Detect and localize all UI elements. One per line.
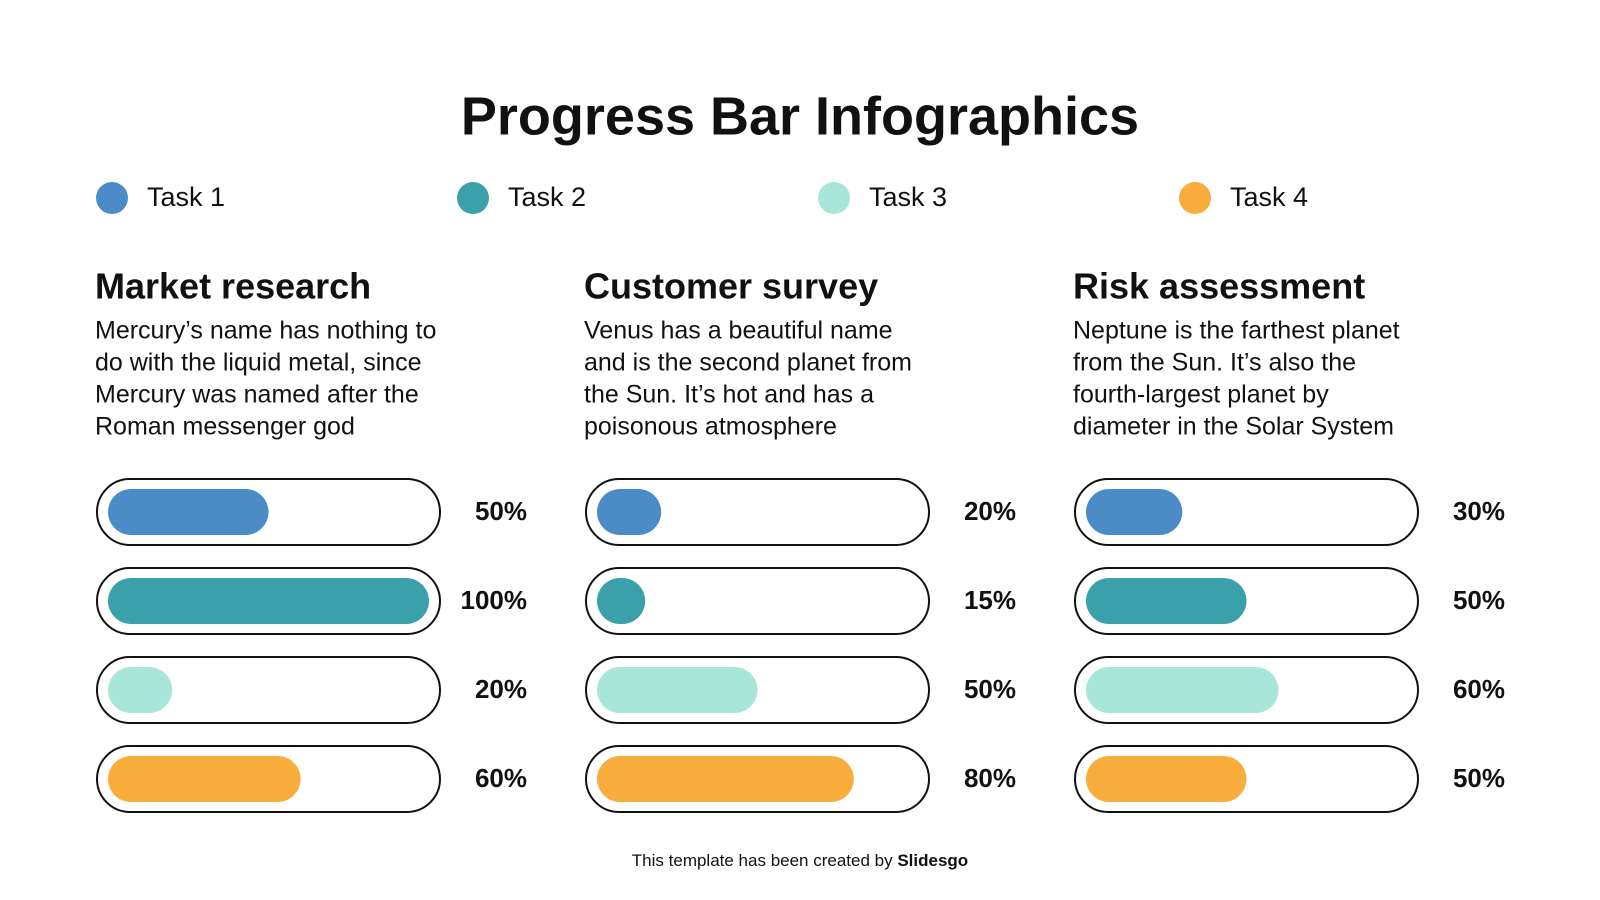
progress-track <box>585 478 930 546</box>
legend-label: Task 4 <box>1230 182 1308 212</box>
legend-label: Task 2 <box>508 182 586 212</box>
progress-track <box>585 567 930 635</box>
value-label: 100% <box>461 585 528 615</box>
description-line: Neptune is the farthest planet <box>1073 317 1400 345</box>
value-label: 80% <box>964 763 1016 793</box>
progress-fill <box>108 667 173 713</box>
description-line: and is the second planet from <box>584 349 912 377</box>
description-line: Mercury’s name has nothing to <box>95 317 436 345</box>
legend-dot <box>1179 182 1211 214</box>
progress-fill <box>597 667 758 713</box>
value-label: 20% <box>964 496 1016 526</box>
progress-fill <box>108 489 269 535</box>
value-label: 15% <box>964 585 1016 615</box>
description-line: from the Sun. It’s also the <box>1073 349 1356 377</box>
value-label: 50% <box>1453 763 1505 793</box>
progress-fill <box>1086 578 1247 624</box>
value-label: 50% <box>475 496 527 526</box>
value-label: 50% <box>964 674 1016 704</box>
progress-fill <box>108 578 429 624</box>
footer-text: This template has been created by <box>632 851 898 870</box>
progress-track <box>96 656 441 724</box>
legend-label: Task 1 <box>147 182 225 212</box>
progress-fill <box>1086 667 1279 713</box>
progress-fill <box>597 756 854 802</box>
chart-title: Customer survey <box>584 266 878 307</box>
value-label: 30% <box>1453 496 1505 526</box>
progress-fill <box>1086 756 1247 802</box>
description-line: Mercury was named after the <box>95 381 419 409</box>
description-line: Venus has a beautiful name <box>584 317 893 345</box>
description-line: diameter in the Solar System <box>1073 413 1394 441</box>
legend-dot <box>457 182 489 214</box>
legend-label: Task 3 <box>869 182 947 212</box>
title: Progress Bar Infographics <box>461 86 1139 146</box>
value-label: 50% <box>1453 585 1505 615</box>
legend-dot <box>96 182 128 214</box>
description-line: poisonous atmosphere <box>584 413 837 441</box>
description-line: the Sun. It’s hot and has a <box>584 381 874 409</box>
chart-title: Market research <box>95 266 371 307</box>
value-label: 60% <box>1453 674 1505 704</box>
description-line: do with the liquid metal, since <box>95 349 422 377</box>
chart-title: Risk assessment <box>1073 266 1365 307</box>
progress-fill <box>597 578 646 624</box>
description-line: fourth-largest planet by <box>1073 381 1329 409</box>
footer-brand: Slidesgo <box>897 851 968 870</box>
progress-fill <box>108 756 301 802</box>
description-line: Roman messenger god <box>95 413 355 441</box>
progress-fill <box>1086 489 1183 535</box>
value-label: 60% <box>475 763 527 793</box>
value-label: 20% <box>475 674 527 704</box>
legend-dot <box>818 182 850 214</box>
progress-fill <box>597 489 662 535</box>
footer: This template has been created by Slides… <box>632 851 968 870</box>
